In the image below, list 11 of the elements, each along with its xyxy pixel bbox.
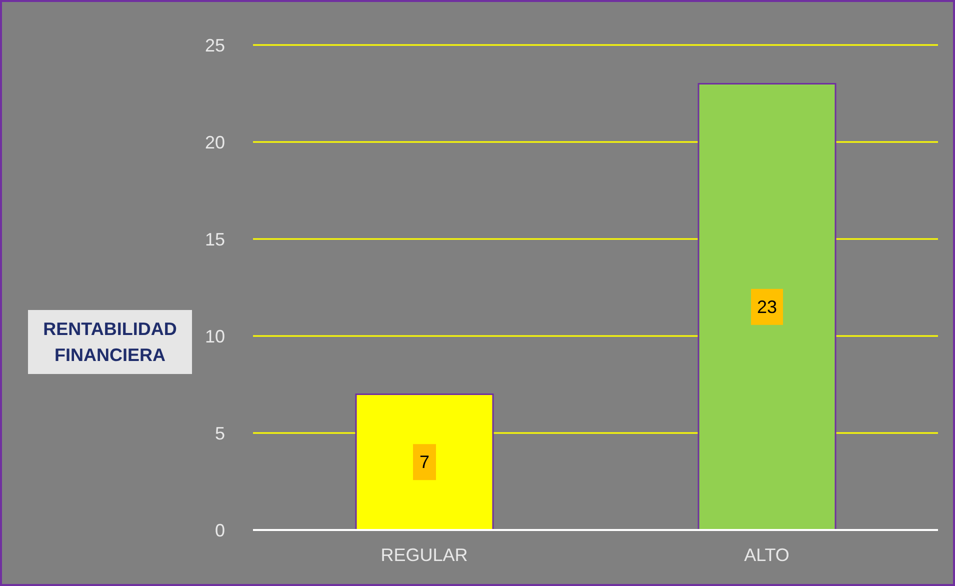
y-tick-label: 20 xyxy=(204,132,225,152)
y-tick-label: 25 xyxy=(204,35,225,56)
y-axis-title: RENTABILIDAD FINANCIERA xyxy=(28,310,192,374)
y-tick-label: 10 xyxy=(204,326,225,346)
x-tick-label: REGULAR xyxy=(380,544,468,565)
y-tick-label: 0 xyxy=(214,520,225,540)
y-tick-label: 15 xyxy=(204,229,225,250)
data-label: 23 xyxy=(756,296,778,317)
y-tick-label: 5 xyxy=(214,423,225,444)
data-label: 7 xyxy=(419,452,430,472)
x-tick-label: ALTO xyxy=(744,544,790,565)
